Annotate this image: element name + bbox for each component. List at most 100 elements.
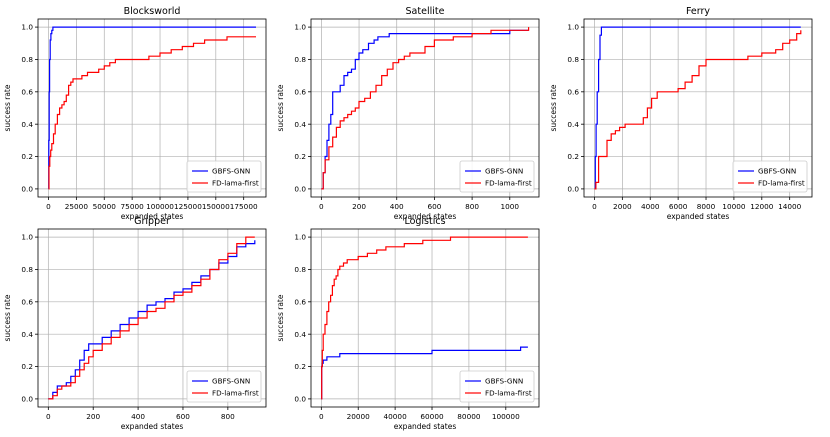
axes-frame [310, 18, 540, 198]
x-tick-label: 400 [390, 202, 404, 211]
legend-label: FD-lama-first [758, 179, 805, 188]
legend: GBFS-GNN FD-lama-first [459, 160, 535, 193]
chart-title: Blocksworld [124, 6, 181, 17]
x-tick-label: 125000 [174, 202, 202, 211]
x-tick-label: 200 [86, 412, 100, 421]
x-tick-label: 600 [427, 202, 441, 211]
x-tick-label: 175000 [230, 202, 258, 211]
legend-label: GBFS-GNN [485, 167, 523, 176]
y-tick-label: 0.4 [21, 330, 33, 339]
subplot-ferry: Ferry 0 2000 4000 6000 8000 10000 12000 14000 0.0… [549, 6, 813, 221]
legend-box [186, 370, 262, 403]
y-tick-label: 1.0 [567, 23, 579, 32]
chart-title: Gripper [134, 216, 170, 227]
x-tick-label: 800 [221, 412, 235, 421]
legend-box [459, 160, 535, 193]
subplot-satellite: Satellite 0 200 400 600 800 1000 0.0 0.2 0.4 0.6 0.… [276, 6, 540, 221]
series-line-fd-lama-first [321, 27, 530, 190]
y-tick-label: 0.6 [294, 297, 306, 306]
y-tick-label: 0.0 [567, 185, 579, 194]
y-axis-label: success rate [3, 84, 12, 131]
x-axis-label: expanded states [667, 212, 730, 221]
chart-title: Ferry [686, 6, 710, 17]
y-tick-label: 0.2 [567, 152, 579, 161]
chart-title: Satellite [406, 6, 445, 17]
x-tick-label: 4000 [641, 202, 660, 211]
x-tick-label: 150000 [202, 202, 230, 211]
y-tick-label: 0.4 [294, 330, 306, 339]
legend-box [186, 160, 262, 193]
x-tick-label: 0 [46, 412, 51, 421]
x-tick-label: 200 [352, 202, 366, 211]
axes-frame [310, 228, 540, 408]
legend: GBFS-GNN FD-lama-first [186, 370, 262, 403]
x-tick-label: 12000 [750, 202, 774, 211]
x-tick-label: 8000 [697, 202, 716, 211]
x-axis-label: expanded states [394, 212, 457, 221]
x-tick-label: 60000 [420, 412, 444, 421]
x-tick-label: 0 [592, 202, 597, 211]
y-tick-label: 0.2 [294, 362, 306, 371]
x-tick-label: 0 [319, 202, 324, 211]
y-tick-label: 0.8 [294, 55, 306, 64]
legend-box [732, 160, 808, 193]
x-tick-label: 25000 [65, 202, 89, 211]
y-tick-label: 0.0 [294, 185, 306, 194]
y-tick-label: 0.6 [294, 87, 306, 96]
y-tick-label: 0.0 [21, 185, 33, 194]
y-tick-label: 0.2 [21, 362, 33, 371]
y-axis-label: success rate [276, 84, 285, 131]
x-tick-label: 14000 [778, 202, 802, 211]
x-tick-label: 75000 [121, 202, 145, 211]
y-tick-label: 0.2 [21, 152, 33, 161]
subplot-gripper: Gripper 0 200 400 600 800 0.0 0.2 0.4 0.6 0.8 1.0 ex… [3, 216, 267, 431]
axes-frame [37, 228, 267, 408]
x-tick-label: 80000 [457, 412, 481, 421]
grid [311, 19, 539, 197]
legend-label: GBFS-GNN [485, 377, 523, 386]
legend-label: FD-lama-first [212, 179, 259, 188]
x-tick-label: 50000 [93, 202, 117, 211]
x-axis-label: expanded states [121, 212, 184, 221]
y-tick-label: 1.0 [21, 233, 33, 242]
legend-label: GBFS-GNN [212, 377, 250, 386]
series-line-gbfs-gnn [48, 26, 256, 190]
x-tick-label: 20000 [347, 412, 371, 421]
y-tick-label: 0.4 [567, 120, 579, 129]
legend-label: GBFS-GNN [758, 167, 796, 176]
y-axis-label: success rate [549, 84, 558, 131]
legend: GBFS-GNN FD-lama-first [186, 160, 262, 193]
series-line-gbfs-gnn [321, 29, 529, 190]
axes-frame [583, 18, 813, 198]
x-tick-label: 100000 [146, 202, 174, 211]
legend-box [459, 370, 535, 403]
y-tick-label: 0.6 [21, 87, 33, 96]
legend-label: FD-lama-first [485, 389, 532, 398]
y-tick-label: 0.4 [294, 120, 306, 129]
axes-frame [37, 18, 267, 198]
y-tick-label: 0.8 [21, 265, 33, 274]
y-tick-label: 1.0 [294, 23, 306, 32]
x-axis-label: expanded states [121, 422, 184, 431]
y-tick-label: 0.8 [567, 55, 579, 64]
y-tick-label: 0.0 [294, 395, 306, 404]
x-tick-label: 600 [176, 412, 190, 421]
x-tick-label: 0 [46, 202, 51, 211]
x-tick-label: 10000 [722, 202, 746, 211]
x-tick-label: 800 [465, 202, 479, 211]
y-tick-label: 1.0 [21, 23, 33, 32]
y-tick-label: 1.0 [294, 233, 306, 242]
y-tick-label: 0.8 [294, 265, 306, 274]
x-tick-label: 2000 [613, 202, 632, 211]
series-line-gbfs-gnn [594, 26, 801, 190]
series-line-fd-lama-first [321, 236, 528, 400]
y-axis-label: success rate [3, 294, 12, 341]
x-tick-label: 40000 [384, 412, 408, 421]
x-tick-label: 400 [131, 412, 145, 421]
y-axis-label: success rate [276, 294, 285, 341]
x-tick-label: 1000 [501, 202, 520, 211]
y-tick-label: 0.2 [294, 152, 306, 161]
series-line-fd-lama-first [594, 30, 802, 190]
legend-label: GBFS-GNN [212, 167, 250, 176]
y-tick-label: 0.8 [21, 55, 33, 64]
